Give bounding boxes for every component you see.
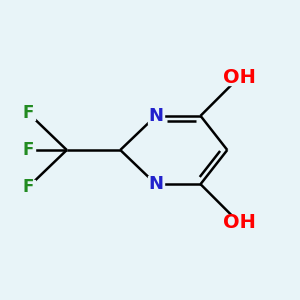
Text: N: N: [148, 175, 164, 193]
Bar: [22, 181, 35, 194]
Text: OH: OH: [223, 213, 256, 232]
Bar: [22, 143, 35, 157]
Text: F: F: [22, 141, 34, 159]
Text: OH: OH: [223, 68, 256, 87]
Text: F: F: [22, 104, 34, 122]
Text: F: F: [22, 178, 34, 196]
Bar: [148, 108, 164, 124]
Bar: [226, 214, 253, 231]
Bar: [148, 176, 164, 192]
Text: N: N: [148, 107, 164, 125]
Bar: [22, 106, 35, 119]
Bar: [226, 69, 253, 85]
